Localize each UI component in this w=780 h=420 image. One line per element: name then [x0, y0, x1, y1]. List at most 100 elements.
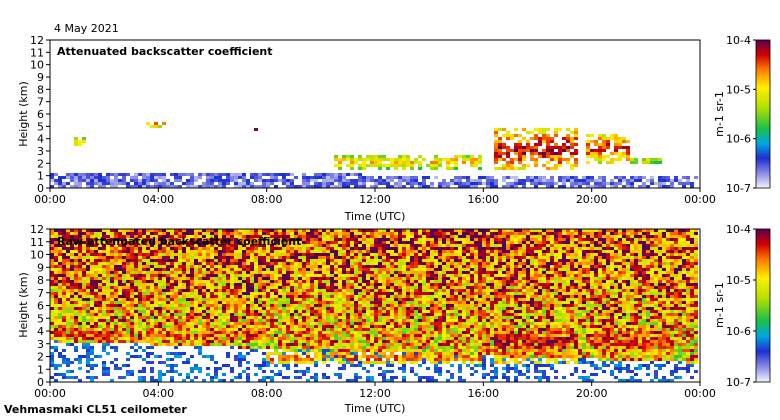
- heatmap-cell: [238, 250, 242, 253]
- heatmap-cell: [226, 247, 230, 250]
- heatmap-cell: [170, 283, 174, 286]
- heatmap-cell: [170, 358, 174, 361]
- heatmap-cell: [154, 316, 158, 319]
- heatmap-cell: [130, 301, 134, 304]
- heatmap-cell: [114, 307, 118, 310]
- heatmap-cell: [110, 313, 114, 316]
- heatmap-cell: [74, 307, 78, 310]
- heatmap-cell: [538, 140, 542, 143]
- heatmap-cell: [290, 280, 294, 283]
- heatmap-cell: [130, 256, 134, 259]
- heatmap-cell: [74, 322, 78, 325]
- heatmap-cell: [226, 262, 230, 265]
- heatmap-cell: [314, 265, 318, 268]
- heatmap-cell: [78, 286, 82, 289]
- heatmap-cell: [318, 292, 322, 295]
- heatmap-cell: [334, 235, 338, 238]
- heatmap-cell: [310, 274, 314, 277]
- heatmap-cell: [118, 247, 122, 250]
- heatmap-cell: [178, 292, 182, 295]
- heatmap-cell: [222, 319, 226, 322]
- heatmap-cell: [374, 316, 378, 319]
- heatmap-cell: [226, 340, 230, 343]
- heatmap-cell: [158, 355, 162, 358]
- heatmap-cell: [586, 146, 590, 149]
- heatmap-cell: [114, 301, 118, 304]
- heatmap-cell: [270, 376, 274, 379]
- heatmap-cell: [398, 310, 402, 313]
- heatmap-cell: [210, 337, 214, 340]
- heatmap-cell: [194, 241, 198, 244]
- heatmap-cell: [174, 244, 178, 247]
- heatmap-cell: [366, 358, 370, 361]
- heatmap-cell: [110, 185, 114, 188]
- heatmap-cell: [394, 265, 398, 268]
- heatmap-cell: [122, 337, 126, 340]
- heatmap-cell: [398, 313, 402, 316]
- heatmap-cell: [606, 146, 610, 149]
- heatmap-cell: [266, 289, 270, 292]
- heatmap-cell: [150, 232, 154, 235]
- heatmap-cell: [634, 158, 638, 161]
- heatmap-cell: [598, 185, 602, 188]
- heatmap-cell: [90, 283, 94, 286]
- heatmap-cell: [238, 232, 242, 235]
- heatmap-cell: [74, 253, 78, 256]
- heatmap-cell: [102, 247, 106, 250]
- heatmap-cell: [206, 319, 210, 322]
- heatmap-cell: [242, 265, 246, 268]
- heatmap-cell: [86, 176, 90, 179]
- heatmap-cell: [206, 301, 210, 304]
- heatmap-cell: [122, 307, 126, 310]
- heatmap-cell: [654, 182, 658, 185]
- heatmap-cell: [346, 247, 350, 250]
- heatmap-cell: [78, 292, 82, 295]
- heatmap-cell: [542, 152, 546, 155]
- heatmap-cell: [254, 274, 258, 277]
- heatmap-cell: [222, 244, 226, 247]
- heatmap-cell: [622, 185, 626, 188]
- heatmap-cell: [138, 179, 142, 182]
- heatmap-cell: [358, 232, 362, 235]
- heatmap-cell: [342, 298, 346, 301]
- heatmap-cell: [98, 274, 102, 277]
- heatmap-cell: [342, 286, 346, 289]
- heatmap-cell: [86, 340, 90, 343]
- heatmap-cell: [78, 289, 82, 292]
- heatmap-cell: [354, 253, 358, 256]
- heatmap-cell: [214, 310, 218, 313]
- heatmap-cell: [82, 256, 86, 259]
- heatmap-cell: [274, 185, 278, 188]
- heatmap-cell: [262, 280, 266, 283]
- heatmap-cell: [166, 358, 170, 361]
- heatmap-cell: [206, 328, 210, 331]
- heatmap-cell: [230, 244, 234, 247]
- heatmap-cell: [174, 176, 178, 179]
- heatmap-cell: [238, 310, 242, 313]
- heatmap-cell: [282, 376, 286, 379]
- heatmap-cell: [358, 173, 362, 176]
- heatmap-cell: [322, 298, 326, 301]
- heatmap-cell: [454, 179, 458, 182]
- heatmap-cell: [210, 179, 214, 182]
- heatmap-cell: [50, 265, 54, 268]
- heatmap-cell: [142, 307, 146, 310]
- heatmap-cell: [350, 161, 354, 164]
- heatmap-cell: [154, 271, 158, 274]
- heatmap-cell: [178, 310, 182, 313]
- heatmap-cell: [282, 349, 286, 352]
- heatmap-cell: [350, 325, 354, 328]
- heatmap-cell: [90, 271, 94, 274]
- x-tick-label: 16:00: [467, 193, 499, 206]
- heatmap-cell: [174, 322, 178, 325]
- heatmap-cell: [510, 134, 514, 137]
- heatmap-cell: [346, 268, 350, 271]
- heatmap-cell: [298, 268, 302, 271]
- heatmap-cell: [250, 247, 254, 250]
- heatmap-cell: [402, 158, 406, 161]
- heatmap-cell: [282, 256, 286, 259]
- heatmap-cell: [338, 158, 342, 161]
- heatmap-cell: [138, 244, 142, 247]
- heatmap-cell: [94, 322, 98, 325]
- heatmap-cell: [370, 304, 374, 307]
